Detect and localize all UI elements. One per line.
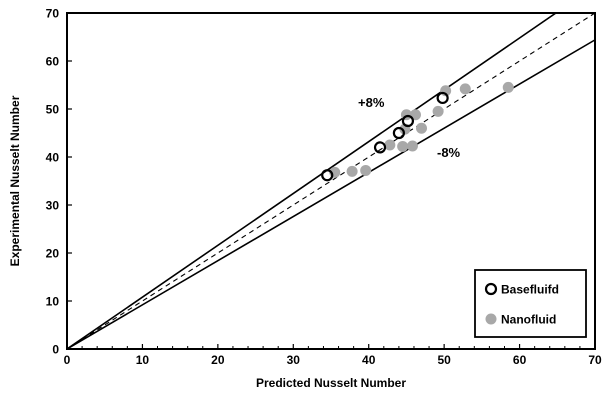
reference-line-upper <box>67 13 558 349</box>
x-tick-label: 20 <box>211 353 225 367</box>
plot-frame <box>66 12 596 350</box>
y-axis-label: Experimental Nusselt Number <box>8 95 22 266</box>
y-tick-label: 70 <box>46 7 60 21</box>
data-point-nanofluid <box>416 122 428 134</box>
data-point-nanofluid <box>459 83 471 95</box>
x-tick-label: 10 <box>136 353 150 367</box>
y-tick-label: 20 <box>46 247 60 261</box>
data-point-nanofluid <box>432 105 444 117</box>
upper-bound-label: +8% <box>358 95 385 110</box>
x-axis-label: Predicted Nusselt Number <box>256 376 406 390</box>
x-tick-label: 60 <box>513 353 527 367</box>
x-tick-label: 70 <box>588 353 602 367</box>
y-tick-label: 40 <box>46 151 60 165</box>
data-point-nanofluid <box>397 140 409 152</box>
data-point-nanofluid <box>360 164 372 176</box>
y-tick-label: 0 <box>52 343 59 357</box>
data-point-basefluifd <box>392 126 405 140</box>
data-point-basefluifd <box>436 91 449 105</box>
data-point-basefluifd <box>373 141 387 154</box>
x-tick-label: 50 <box>437 353 451 367</box>
legend-marker-nanofluid <box>485 313 497 325</box>
y-tick-label: 50 <box>46 103 60 117</box>
data-point-nanofluid <box>384 139 396 151</box>
legend-box <box>474 269 587 338</box>
data-point-basefluifd <box>401 114 415 128</box>
data-point-nanofluid <box>502 81 514 93</box>
x-tick-label: 0 <box>64 353 71 367</box>
lower-bound-label: -8% <box>437 145 461 160</box>
legend-label-basefluifd: Basefluifd <box>501 283 559 297</box>
y-tick-label: 30 <box>46 199 60 213</box>
data-point-nanofluid <box>406 140 418 152</box>
data-point-basefluifd <box>321 169 334 182</box>
y-tick-label: 60 <box>46 55 60 69</box>
data-point-nanofluid <box>346 165 358 177</box>
legend-label-nanofluid: Nanofluid <box>501 313 556 327</box>
x-tick-label: 40 <box>362 353 376 367</box>
legend-marker-basefluifd <box>484 282 498 296</box>
y-tick-label: 10 <box>46 295 60 309</box>
x-tick-label: 30 <box>287 353 301 367</box>
